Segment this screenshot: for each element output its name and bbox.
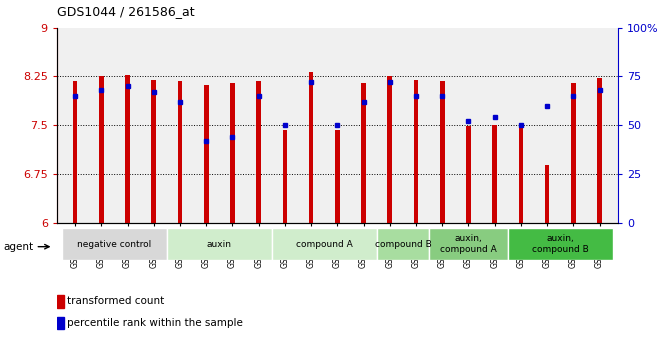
Bar	[361, 83, 366, 223]
Bar	[62, 228, 167, 260]
Text: agent: agent	[3, 242, 33, 252]
Bar	[178, 81, 182, 223]
Bar	[57, 317, 64, 329]
Bar	[508, 228, 613, 260]
Bar	[73, 81, 77, 223]
Bar	[152, 80, 156, 223]
Text: percentile rank within the sample: percentile rank within the sample	[67, 318, 243, 328]
Bar	[57, 295, 64, 308]
Bar	[272, 228, 377, 260]
Bar	[440, 81, 445, 223]
Text: auxin,
compound A: auxin, compound A	[440, 234, 497, 254]
Bar	[335, 130, 340, 223]
Bar	[230, 83, 235, 223]
Text: transformed count: transformed count	[67, 296, 165, 306]
Bar	[167, 228, 272, 260]
Text: auxin: auxin	[207, 239, 232, 249]
Bar	[429, 228, 508, 260]
Bar	[377, 228, 429, 260]
Bar	[597, 78, 602, 223]
Bar	[204, 85, 208, 223]
Text: compound A: compound A	[296, 239, 353, 249]
Bar	[466, 126, 471, 223]
Bar	[283, 130, 287, 223]
Text: compound B: compound B	[375, 239, 432, 249]
Bar	[492, 125, 497, 223]
Bar	[309, 72, 313, 223]
Bar	[413, 80, 418, 223]
Text: negative control: negative control	[77, 239, 152, 249]
Bar	[518, 126, 523, 223]
Bar	[257, 81, 261, 223]
Bar	[99, 76, 104, 223]
Bar	[544, 165, 550, 223]
Bar	[387, 76, 392, 223]
Bar	[571, 83, 576, 223]
Bar	[125, 75, 130, 223]
Text: GDS1044 / 261586_at: GDS1044 / 261586_at	[57, 5, 194, 18]
Text: auxin,
compound B: auxin, compound B	[532, 234, 589, 254]
